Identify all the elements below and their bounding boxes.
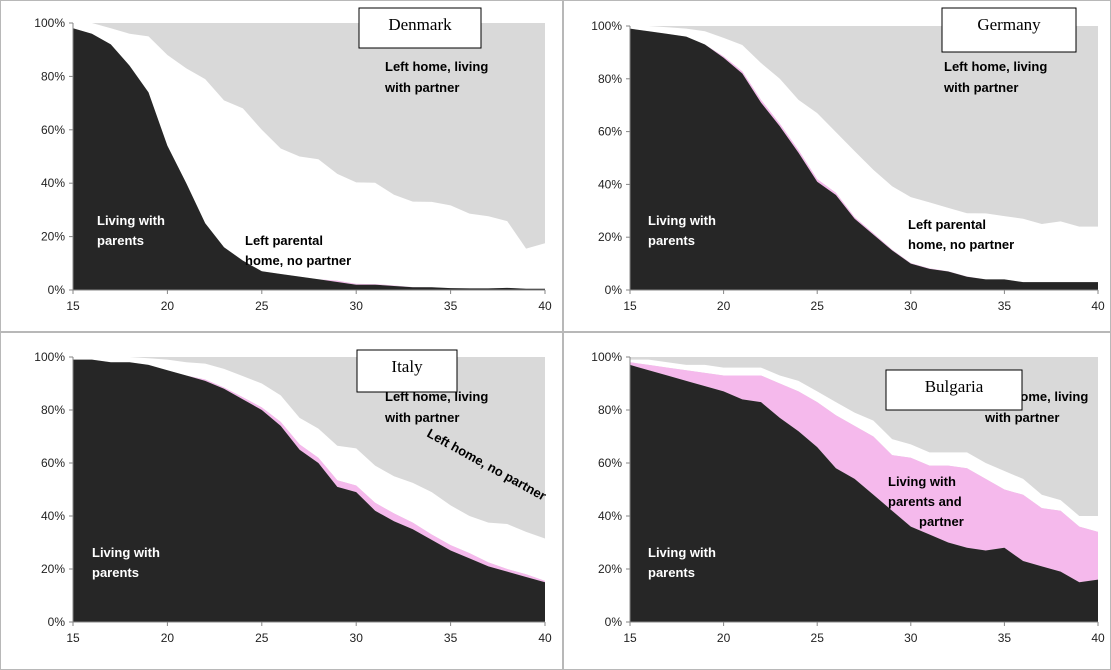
germany-ytick-label: 20% xyxy=(598,230,622,244)
bulgaria-xtick-label: 35 xyxy=(998,631,1012,645)
denmark-ytick-label: 100% xyxy=(34,16,65,30)
germany-xtick-label: 30 xyxy=(904,299,918,313)
denmark-label-alone: home, no partner xyxy=(245,253,351,268)
denmark-label-partner: Left home, living xyxy=(385,59,488,74)
germany-label-alone: home, no partner xyxy=(908,237,1014,252)
germany-panel: 0% 20% 40% 60% 80% 100% 15 20 25 30 35 40 Left home,… xyxy=(563,0,1111,332)
italy-ytick-label: 100% xyxy=(34,350,65,364)
germany-ytick-label: 0% xyxy=(605,283,623,297)
bulgaria-label-partner: with partner xyxy=(984,410,1059,425)
italy-label-partner: Left home, living xyxy=(385,389,488,404)
denmark-xtick-label: 40 xyxy=(538,299,552,313)
germany-label-partner: Left home, living xyxy=(944,59,1047,74)
italy-ytick-label: 20% xyxy=(41,562,65,576)
italy-xtick-label: 40 xyxy=(538,631,552,645)
bulgaria-label-parents: Living with xyxy=(648,545,716,560)
germany-xtick-label: 25 xyxy=(811,299,825,313)
denmark-ytick-label: 20% xyxy=(41,230,65,244)
italy-area-alone xyxy=(73,357,545,581)
bulgaria-xtick-label: 25 xyxy=(811,631,825,645)
germany-area-parents xyxy=(630,28,1098,290)
italy-label-parents: parents xyxy=(92,565,139,580)
italy-xtick-label: 35 xyxy=(444,631,458,645)
bulgaria-label-parents-partner: Living with xyxy=(888,474,956,489)
germany-label-parents: parents xyxy=(648,233,695,248)
bulgaria-area-parents-partner xyxy=(630,362,1098,583)
denmark-area-parents xyxy=(73,28,545,291)
italy-title-box xyxy=(356,349,458,393)
bulgaria-xtick-label: 30 xyxy=(904,631,918,645)
bulgaria-area-parents xyxy=(630,364,1098,622)
bulgaria-ytick-label: 60% xyxy=(598,456,622,470)
germany-title-box xyxy=(941,7,1077,53)
bulgaria-label-parents-partner: partner xyxy=(919,514,964,529)
italy-ytick-label: 60% xyxy=(41,456,65,470)
italy-ytick-label: 0% xyxy=(48,615,66,629)
denmark-label-parents: parents xyxy=(97,233,144,248)
bulgaria-label-parents-partner: parents and xyxy=(888,494,962,509)
denmark-ytick-label: 40% xyxy=(41,176,65,190)
italy-xtick-label: 15 xyxy=(66,631,80,645)
germany-label-partner: with partner xyxy=(943,80,1018,95)
italy-area-parents xyxy=(73,359,545,622)
bulgaria-ytick-label: 80% xyxy=(598,403,622,417)
denmark-xtick-label: 35 xyxy=(444,299,458,313)
denmark-xtick-label: 25 xyxy=(255,299,269,313)
bulgaria-ytick-label: 100% xyxy=(591,350,622,364)
bulgaria-xtick-label: 15 xyxy=(623,631,637,645)
denmark-ytick-label: 80% xyxy=(41,69,65,83)
germany-ytick-label: 40% xyxy=(598,177,622,191)
italy-xtick-label: 20 xyxy=(161,631,175,645)
denmark-label-alone: Left parental xyxy=(245,233,323,248)
bulgaria-title-box xyxy=(885,369,1023,411)
denmark-ytick-label: 60% xyxy=(41,123,65,137)
germany-ytick-label: 100% xyxy=(591,19,622,33)
italy-title: Italy xyxy=(391,357,423,376)
germany-ytick-label: 60% xyxy=(598,125,622,139)
denmark-ytick-label: 0% xyxy=(48,283,66,297)
denmark-xtick-label: 15 xyxy=(66,299,80,313)
bulgaria-ytick-label: 20% xyxy=(598,562,622,576)
denmark-xtick-label: 30 xyxy=(350,299,364,313)
germany-title: Germany xyxy=(977,15,1041,34)
germany-area-alone xyxy=(630,26,1098,283)
italy-xtick-label: 25 xyxy=(255,631,269,645)
italy-ytick-label: 40% xyxy=(41,509,65,523)
germany-xtick-label: 20 xyxy=(717,299,731,313)
denmark-area-alone xyxy=(73,23,545,289)
denmark-label-parents: Living with xyxy=(97,213,165,228)
denmark-title-box xyxy=(358,7,482,49)
denmark-title: Denmark xyxy=(388,15,452,34)
germany-xtick-label: 35 xyxy=(998,299,1012,313)
germany-xtick-label: 15 xyxy=(623,299,637,313)
germany-ytick-label: 80% xyxy=(598,72,622,86)
italy-ytick-label: 80% xyxy=(41,403,65,417)
denmark-label-partner: with partner xyxy=(384,80,459,95)
bulgaria-title: Bulgaria xyxy=(925,377,984,396)
germany-xtick-label: 40 xyxy=(1091,299,1105,313)
germany-label-parents: Living with xyxy=(648,213,716,228)
denmark-panel: 0% 20% 40% 60% 80% 100% 15 20 25 30 35 40 Left home,… xyxy=(0,0,563,332)
bulgaria-ytick-label: 0% xyxy=(605,615,623,629)
bulgaria-xtick-label: 40 xyxy=(1091,631,1105,645)
italy-label-parents: Living with xyxy=(92,545,160,560)
denmark-xtick-label: 20 xyxy=(161,299,175,313)
germany-label-alone: Left parental xyxy=(908,217,986,232)
bulgaria-xtick-label: 20 xyxy=(717,631,731,645)
italy-label-partner: with partner xyxy=(384,410,459,425)
bulgaria-ytick-label: 40% xyxy=(598,509,622,523)
bulgaria-label-parents: parents xyxy=(648,565,695,580)
italy-xtick-label: 30 xyxy=(350,631,364,645)
italy-panel: 0% 20% 40% 60% 80% 100% 15 20 25 30 35 40 Left home,… xyxy=(0,332,563,670)
